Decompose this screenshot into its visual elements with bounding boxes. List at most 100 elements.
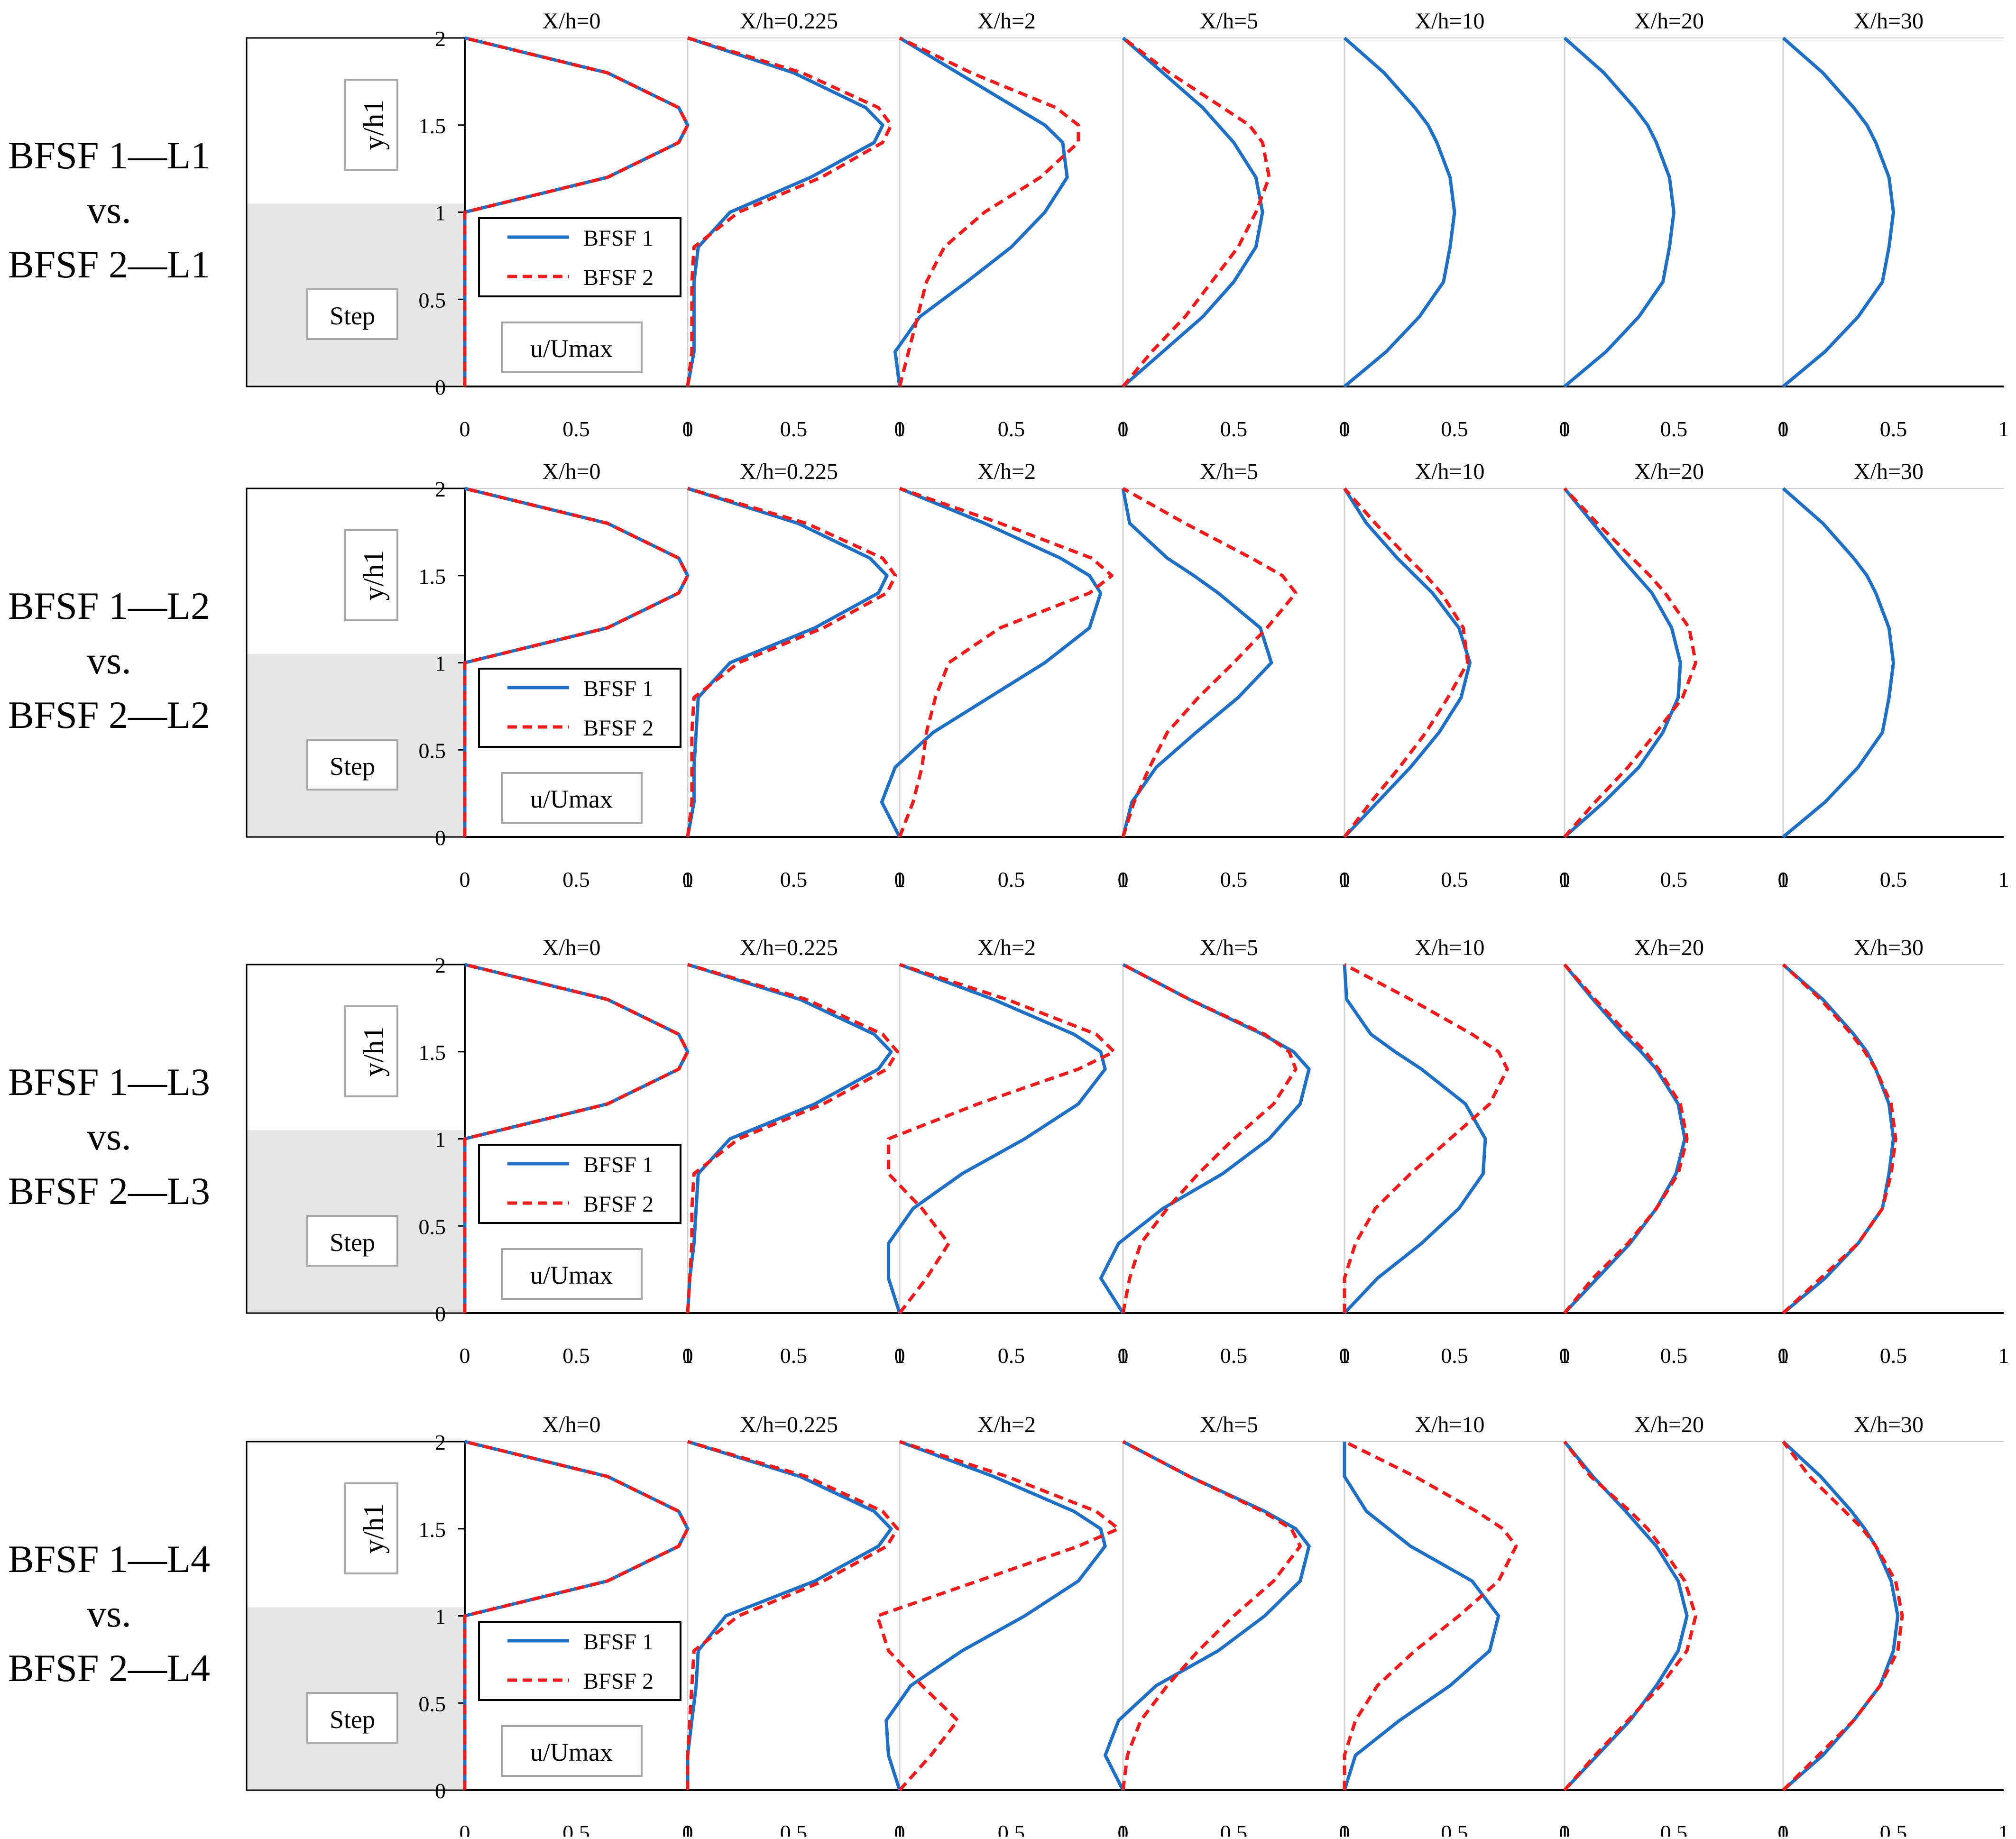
series-bfsf2-line: [887, 963, 1116, 1315]
station-label: X/h=5: [1200, 459, 1258, 484]
x-tick-label: 1: [682, 867, 693, 892]
x-tick-label: 1: [894, 867, 905, 892]
y-tick-label: 1.5: [419, 114, 446, 138]
legend-label-bfsf1: BFSF 1: [583, 676, 654, 701]
x-tick-label: 0.5: [1441, 867, 1468, 892]
x-tick-label: 1: [1118, 1821, 1129, 1837]
y-tick-label: 0.5: [419, 288, 446, 312]
series-bfsf2-line: [1121, 963, 1298, 1314]
x-tick-label: 1: [894, 1343, 905, 1368]
x-tick-label: 1: [894, 1821, 905, 1837]
legend-label-bfsf1: BFSF 1: [583, 1629, 654, 1655]
xunit-label: u/Umax: [530, 1261, 613, 1289]
step-label-box: [306, 1692, 398, 1744]
station-label: X/h=0: [542, 9, 600, 34]
x-tick-label: 0: [682, 1343, 693, 1368]
series-bfsf1-line: [1563, 963, 1687, 1315]
row-title-line: BFSF 1—L4: [8, 1537, 210, 1581]
station-label: X/h=30: [1854, 9, 1924, 34]
series-bfsf2-line: [1563, 487, 1698, 838]
station-label: X/h=0: [542, 935, 600, 960]
x-tick-label: 0.5: [1880, 867, 1907, 892]
x-tick-label: 0.5: [998, 417, 1025, 441]
legend-box: [478, 1144, 681, 1224]
row-title-line: BFSF 1—L2: [8, 584, 210, 627]
series-bfsf1-line: [1343, 487, 1472, 838]
x-tick-label: 1: [1778, 417, 1789, 441]
x-tick-label: 0.5: [1441, 417, 1468, 441]
x-tick-label: 0.5: [562, 1343, 590, 1368]
x-tick-label: 0.5: [562, 417, 590, 441]
y-tick-label: 2: [435, 477, 446, 501]
ylabel-box: [344, 529, 398, 621]
xunit-label: u/Umax: [530, 785, 613, 813]
x-tick-label: 0: [894, 1821, 905, 1837]
xunit-box: [501, 772, 643, 824]
station-label: X/h=20: [1634, 1412, 1704, 1437]
step-label: Step: [330, 1705, 375, 1734]
x-tick-label: 0.5: [1880, 417, 1907, 441]
row-title-line: BFSF 1—L1: [8, 134, 210, 177]
y-tick-label: 1: [435, 1605, 446, 1629]
row-title-line: BFSF 2—L3: [8, 1169, 210, 1213]
x-tick-label: 0: [1778, 1821, 1789, 1837]
x-tick-label: 0.5: [780, 1343, 808, 1368]
series-bfsf2-line: [898, 36, 1080, 387]
series-bfsf2-line: [1121, 1440, 1302, 1791]
x-tick-label: 1: [1118, 417, 1129, 441]
series-bfsf1-line: [1563, 1440, 1689, 1792]
station-label: X/h=10: [1415, 459, 1484, 484]
x-tick-label: 0.5: [562, 1821, 590, 1837]
station-label: X/h=0: [542, 1412, 600, 1437]
x-tick-label: 0.5: [1220, 1343, 1248, 1368]
station-label: X/h=2: [977, 9, 1036, 34]
station-label: X/h=20: [1634, 935, 1704, 960]
x-tick-label: 1: [1339, 1821, 1350, 1837]
step-label-box: [306, 739, 398, 791]
legend: BFSF 1 BFSF 2: [478, 1144, 681, 1224]
series-bfsf1-line: [1563, 37, 1675, 388]
legend-box: [478, 1621, 681, 1701]
station-label: X/h=20: [1634, 459, 1704, 484]
y-tick-label: 1.5: [419, 1040, 446, 1065]
row-title-line: BFSF 2—L4: [8, 1646, 210, 1690]
legend: BFSF 1 BFSF 2: [478, 217, 681, 297]
series-bfsf2-line: [463, 963, 690, 1313]
x-tick-label: 0.5: [780, 867, 808, 892]
legend-label-bfsf1: BFSF 1: [583, 226, 654, 251]
x-tick-label: 0.5: [1660, 867, 1688, 892]
x-tick-label: 0: [460, 1343, 470, 1368]
ylabel-box: [344, 79, 398, 171]
x-tick-label: 0: [460, 1821, 470, 1837]
x-tick-label: 0: [1118, 1821, 1129, 1837]
profile-row: BFSF 1—L3 vs. BFSF 2—L3 y/h1 Step u/Umax 0 0.5 1…: [8, 935, 2009, 1368]
step-label: Step: [330, 302, 375, 330]
station-label: X/h=5: [1200, 935, 1258, 960]
x-tick-label: 0: [1559, 867, 1570, 892]
station-label: X/h=10: [1415, 1412, 1484, 1437]
station-label: X/h=2: [977, 1412, 1036, 1437]
x-tick-label: 0: [894, 417, 905, 441]
x-tick-label: 1: [1559, 867, 1570, 892]
station-label: X/h=10: [1415, 935, 1484, 960]
series-bfsf1-line: [686, 487, 889, 837]
x-tick-label: 0.5: [998, 867, 1025, 892]
station-label: X/h=5: [1200, 9, 1258, 34]
series-bfsf2-line: [1122, 37, 1271, 388]
station-label: X/h=0.225: [740, 935, 838, 960]
x-tick-label: 0.5: [780, 417, 808, 441]
y-tick-label: 1: [435, 652, 446, 676]
series-bfsf2-line: [1782, 1440, 1904, 1792]
x-tick-label: 0.5: [1880, 1821, 1907, 1837]
x-tick-label: 0: [1339, 417, 1350, 441]
row-title-line: BFSF 2—L1: [8, 243, 210, 286]
x-tick-label: 0: [1339, 1343, 1350, 1368]
x-tick-label: 0.5: [1660, 1343, 1688, 1368]
row-title-line: BFSF 1—L3: [8, 1060, 210, 1103]
series-bfsf2-line: [686, 487, 897, 837]
series-bfsf1-line: [1782, 37, 1895, 388]
series-bfsf1-line: [686, 36, 884, 387]
x-tick-label: 0.5: [1220, 1821, 1248, 1837]
ylabel-box: [344, 1482, 398, 1574]
